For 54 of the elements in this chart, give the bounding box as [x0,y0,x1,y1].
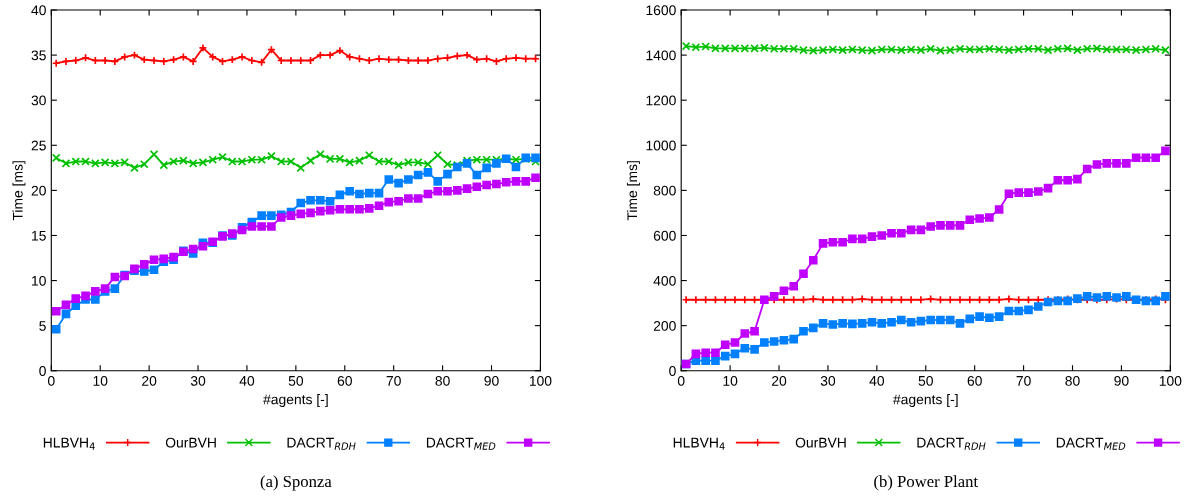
legend-label: OurBVH [165,437,216,448]
legend-label: DACRT$_{RDH}$ [287,437,356,450]
x-tick-label: 50 [918,375,933,386]
y-tick-label: 1200 [646,95,676,106]
x-tick-label: 40 [869,375,885,386]
y-tick-label: 15 [32,230,46,241]
y-tick-label: 10 [32,275,46,286]
y-tick-label: 400 [653,275,676,286]
y-tick-label: 40 [31,5,46,16]
legend-label: HLBVH$_{4}$ [673,437,725,450]
y-tick-label: 35 [31,50,46,61]
legend-label: DACRT$_{MED}$ [1056,437,1126,450]
legend-label: DACRT$_{MED}$ [426,437,496,450]
y-tick-label: 0 [669,366,676,376]
x-tick-label: 30 [190,375,206,386]
x-tick-label: 90 [484,375,499,386]
legend-label: HLBVH$_{4}$ [43,437,95,450]
y-tick-label: 1000 [646,140,676,151]
x-tick-label: 80 [435,375,450,386]
y-tick-label: 0 [39,366,46,376]
x-tick-label: 10 [93,375,108,386]
y-tick-label: 1600 [646,5,676,16]
x-tick-label: 20 [772,375,787,386]
x-tick-label: 30 [820,375,836,386]
x-tick-label: 50 [288,375,304,386]
x-tick-label: 10 [723,375,738,386]
y-tick-label: 30 [31,95,46,106]
legend-label: OurBVH [795,437,846,448]
text: (a) Sponza [260,475,332,491]
x-tick-label: 90 [1114,375,1129,386]
text: (b) Power Plant [874,475,978,491]
x-axis-title: #agents [-] [263,394,328,408]
x-tick-label: 0 [677,375,685,386]
y-tick-label: 5 [39,321,46,331]
legend-label: DACRT$_{RDH}$ [917,437,986,450]
x-tick-label: 70 [386,375,401,386]
y-axis-title: Time [ms] [12,161,26,221]
x-tick-label: 100 [1159,375,1182,386]
x-tick-label: 60 [337,375,352,386]
x-axis-title: #agents [-] [893,394,958,408]
x-tick-label: 20 [142,375,157,386]
x-tick-label: 80 [1065,375,1080,386]
x-tick-label: 0 [47,375,55,386]
x-tick-label: 100 [529,375,552,386]
y-tick-label: 1400 [646,50,676,61]
x-tick-label: 70 [1016,375,1031,386]
y-tick-label: 800 [653,185,676,196]
y-axis-title: Time [ms] [626,161,640,221]
y-tick-label: 20 [31,185,46,196]
x-tick-label: 60 [967,375,982,386]
x-tick-label: 40 [239,375,255,386]
y-tick-label: 200 [653,320,676,331]
y-tick-label: 25 [31,140,46,151]
y-tick-label: 600 [653,230,676,241]
